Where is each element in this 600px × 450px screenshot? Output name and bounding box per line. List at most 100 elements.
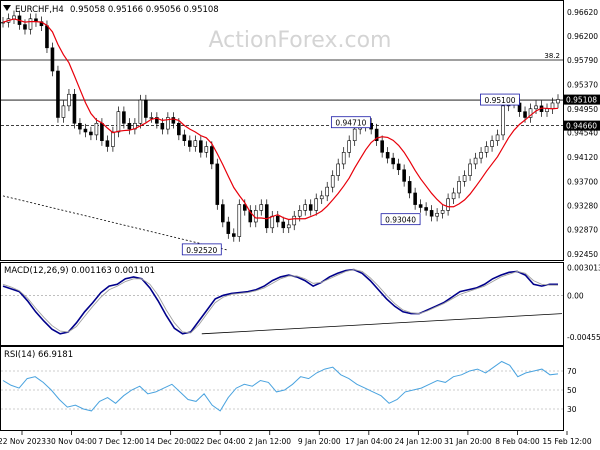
watermark: ActionForex.com xyxy=(209,28,392,53)
time-tick-label: 7 Dec 12:00 xyxy=(98,437,144,446)
annotation-label: 0.93040 xyxy=(380,213,421,226)
ohlc-readout: 0.95058 0.95166 0.95056 0.95108 xyxy=(70,5,219,15)
candle-body xyxy=(462,175,467,182)
candle-body xyxy=(12,15,16,20)
time-tick-label: 15 Feb 12:00 xyxy=(542,437,591,446)
symbol-label: EURCHF,H4 xyxy=(15,5,64,15)
macd-tick-label: 0.003013 xyxy=(567,264,600,273)
candle-body xyxy=(473,157,478,165)
macd-panel-frame xyxy=(0,262,564,346)
candle-body xyxy=(23,24,27,30)
candle-body xyxy=(451,192,456,200)
candle-body xyxy=(490,140,494,147)
candle-body xyxy=(182,134,187,142)
rsi-line xyxy=(2,360,559,412)
candle-body xyxy=(418,204,423,208)
price-tick-label: 0.92450 xyxy=(567,250,598,259)
price-layer: 38.2 0.94710 0.92520 0.93040 0.95100 xyxy=(1,10,563,256)
price-tick-label: 0.96620 xyxy=(567,8,598,17)
annotation-text: 0.95100 xyxy=(484,96,515,105)
candle-body xyxy=(127,122,132,130)
candle-body xyxy=(45,25,49,49)
candle-body xyxy=(248,210,253,223)
candle-body xyxy=(259,204,264,211)
candle-body xyxy=(94,122,99,136)
candle-body xyxy=(204,146,209,153)
axis-layer: 0.96620 0.96200 0.95790 0.95370 0.94950 0.945… xyxy=(0,8,600,446)
candle-body xyxy=(341,152,346,165)
price-tick-label: 0.96200 xyxy=(567,32,598,41)
candle-body xyxy=(281,221,286,229)
candle-body xyxy=(374,128,379,142)
macd-trendline xyxy=(201,313,563,335)
candle-body xyxy=(319,195,324,200)
candle-body xyxy=(534,105,538,110)
candle-body xyxy=(160,122,165,130)
support-trendline xyxy=(2,195,227,251)
time-tick-label: 30 Nov 04:00 xyxy=(46,437,97,446)
candle-body xyxy=(495,134,500,142)
rsi-tick-label: 30 xyxy=(567,405,577,414)
price-panel-frame xyxy=(0,0,564,261)
time-tick-label: 22 Nov 2023 xyxy=(0,437,46,446)
candle-body xyxy=(210,146,214,165)
candle-body xyxy=(413,192,417,205)
candle-body xyxy=(122,111,126,124)
symbol-dropdown-icon[interactable] xyxy=(3,5,11,11)
candle-body xyxy=(352,128,357,142)
price-tick-label: 0.93280 xyxy=(567,202,598,211)
time-tick-label: 31 Jan 20:00 xyxy=(444,437,492,446)
candle-body xyxy=(396,163,401,171)
candle-body xyxy=(144,99,148,118)
candle-body xyxy=(292,215,297,226)
price-tag-text: 0.94660 xyxy=(566,122,597,131)
annotation-text: 0.93040 xyxy=(385,216,416,225)
candle-body xyxy=(484,146,489,153)
candle-body xyxy=(385,152,390,159)
candle-body xyxy=(67,93,71,107)
candle-body xyxy=(83,128,88,133)
candle-body xyxy=(166,117,170,130)
signal-line xyxy=(2,269,558,334)
candle-body xyxy=(446,198,450,211)
macd-line xyxy=(2,268,558,335)
candle-body xyxy=(215,163,220,205)
candle-body xyxy=(111,131,115,147)
candle-body xyxy=(193,140,198,147)
candle-body xyxy=(105,140,110,147)
candle-body xyxy=(155,117,159,124)
candle-body xyxy=(501,105,505,136)
candle-body xyxy=(188,140,192,147)
candle-body xyxy=(314,198,319,211)
candle-body xyxy=(264,204,269,229)
candle-body xyxy=(89,131,93,136)
candle-body xyxy=(407,181,412,194)
candle-body xyxy=(308,204,313,211)
candle-body xyxy=(237,204,242,237)
price-tag-text: 0.95108 xyxy=(566,96,597,105)
candle-body xyxy=(429,210,434,217)
candle-body xyxy=(440,210,445,214)
annotation-box xyxy=(181,243,222,256)
annotation-label: 0.94710 xyxy=(330,116,371,129)
candle-body xyxy=(286,224,291,229)
time-tick-label: 8 Feb 04:00 xyxy=(495,437,540,446)
candle-body xyxy=(72,93,77,124)
candle-body xyxy=(100,122,104,142)
candle-body xyxy=(61,105,66,118)
annotation-box xyxy=(480,93,520,106)
candle-body xyxy=(50,47,55,72)
macd-tick-label: -0.00455 xyxy=(567,333,600,342)
candle-body xyxy=(149,117,154,119)
candle-body xyxy=(28,18,33,30)
time-tick-label: 24 Jan 12:00 xyxy=(395,437,443,446)
candle-body xyxy=(545,108,549,112)
candle-body xyxy=(528,108,533,118)
rsi-title: RSI(14) 66.9181 xyxy=(4,350,73,360)
candle-body xyxy=(177,122,181,136)
candle-body xyxy=(242,204,247,211)
candle-body xyxy=(138,99,143,124)
price-tick-label: 0.95370 xyxy=(567,80,598,89)
price-tick-label: 0.92870 xyxy=(567,226,598,235)
